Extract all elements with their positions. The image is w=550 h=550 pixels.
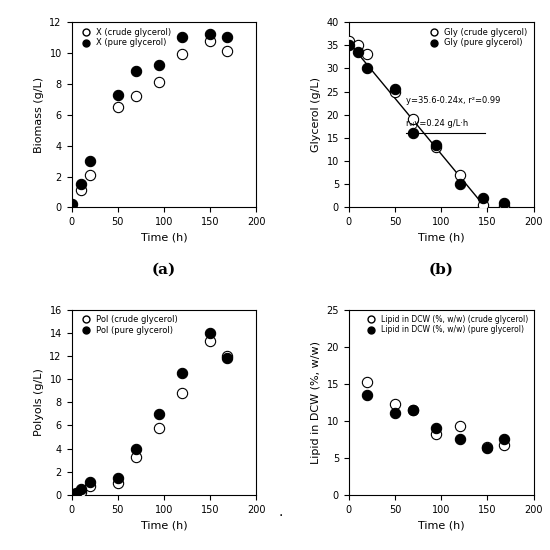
Point <box>72 489 80 498</box>
Point <box>155 409 164 418</box>
Text: .: . <box>278 504 283 519</box>
Point <box>222 33 231 42</box>
Point <box>86 170 95 179</box>
Point <box>409 115 418 124</box>
Y-axis label: Biomass (g/L): Biomass (g/L) <box>34 76 44 153</box>
Point <box>432 140 441 149</box>
Point <box>354 48 362 57</box>
Point <box>132 92 141 101</box>
Point <box>178 33 187 42</box>
Point <box>86 478 95 487</box>
Point <box>132 444 141 453</box>
Point <box>390 408 399 417</box>
Point <box>132 452 141 461</box>
Point <box>344 36 353 45</box>
Point <box>344 41 353 50</box>
Point <box>455 170 464 179</box>
Point <box>206 337 214 345</box>
Point <box>363 378 372 387</box>
Point <box>86 481 95 490</box>
Point <box>499 435 508 444</box>
Point <box>432 424 441 433</box>
Legend: X (crude glycerol), X (pure glycerol): X (crude glycerol), X (pure glycerol) <box>76 26 173 49</box>
Legend: Lipid in DCW (%, w/w) (crude glycerol), Lipid in DCW (%, w/w) (pure glycerol): Lipid in DCW (%, w/w) (crude glycerol), … <box>362 314 530 336</box>
Point <box>222 47 231 56</box>
Y-axis label: Glycerol (g/L): Glycerol (g/L) <box>311 77 321 152</box>
X-axis label: Time (h): Time (h) <box>141 233 187 243</box>
Y-axis label: Lipid in DCW (%, w/w): Lipid in DCW (%, w/w) <box>311 341 321 464</box>
Point <box>155 78 164 87</box>
Point <box>178 369 187 378</box>
Point <box>499 440 508 449</box>
Point <box>455 422 464 431</box>
Point <box>363 64 372 73</box>
Point <box>206 328 214 337</box>
Point <box>222 354 231 362</box>
Point <box>409 129 418 138</box>
Point <box>72 490 80 498</box>
Point <box>432 143 441 152</box>
Point <box>76 186 85 195</box>
Point <box>432 430 441 438</box>
Point <box>155 61 164 70</box>
Point <box>455 435 464 444</box>
Point <box>206 30 214 38</box>
Point <box>113 473 122 482</box>
X-axis label: Time (h): Time (h) <box>141 520 187 530</box>
Point <box>409 405 418 414</box>
Legend: Pol (crude glycerol), Pol (pure glycerol): Pol (crude glycerol), Pol (pure glycerol… <box>76 314 180 337</box>
X-axis label: Time (h): Time (h) <box>418 233 464 243</box>
Point <box>363 50 372 59</box>
Point <box>478 201 487 210</box>
Text: (a): (a) <box>152 263 176 277</box>
Point <box>455 180 464 189</box>
Legend: Gly (crude glycerol), Gly (pure glycerol): Gly (crude glycerol), Gly (pure glycerol… <box>424 26 529 49</box>
Point <box>178 389 187 398</box>
Point <box>155 424 164 432</box>
Text: y=35.6-0.24x, r²=0.99: y=35.6-0.24x, r²=0.99 <box>406 96 500 105</box>
Point <box>67 490 76 499</box>
Point <box>499 202 508 211</box>
Point <box>390 85 399 94</box>
Point <box>483 442 492 451</box>
Point <box>363 390 372 399</box>
Point <box>113 479 122 488</box>
Point <box>390 399 399 408</box>
Text: (b): (b) <box>428 263 454 277</box>
Point <box>76 487 85 496</box>
Point <box>113 90 122 99</box>
Point <box>222 351 231 360</box>
Point <box>483 444 492 453</box>
Point <box>113 103 122 112</box>
Point <box>76 485 85 493</box>
X-axis label: Time (h): Time (h) <box>418 520 464 530</box>
Point <box>478 194 487 202</box>
Y-axis label: Polyols (g/L): Polyols (g/L) <box>34 368 44 436</box>
Point <box>354 41 362 50</box>
Point <box>67 200 76 209</box>
Point <box>132 67 141 76</box>
Point <box>86 157 95 166</box>
Text: rₑₗy=0.24 g/L·h: rₑₗy=0.24 g/L·h <box>406 119 468 128</box>
Point <box>178 50 187 59</box>
Point <box>499 199 508 207</box>
Point <box>206 36 214 45</box>
Point <box>409 406 418 415</box>
Point <box>76 180 85 189</box>
Point <box>390 87 399 96</box>
